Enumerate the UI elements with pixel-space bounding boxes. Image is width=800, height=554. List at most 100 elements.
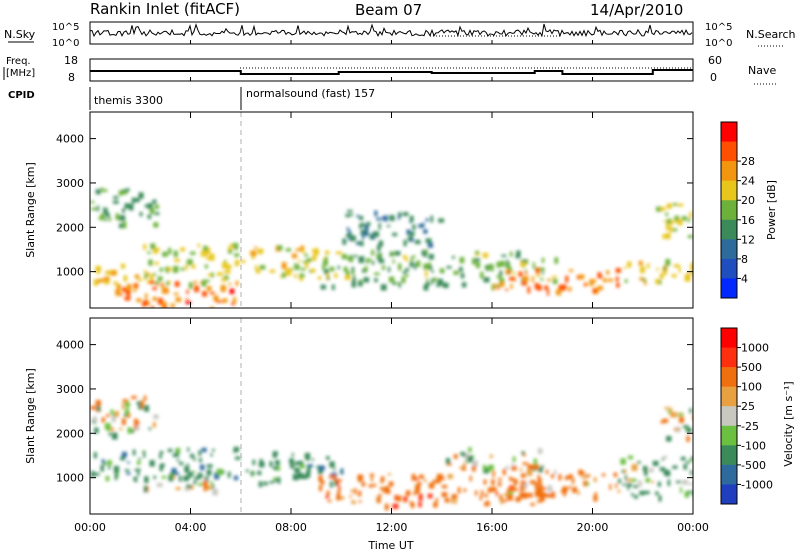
power-data-cell — [161, 282, 164, 285]
power-data-cell — [305, 261, 309, 269]
velocity-data-cell — [522, 482, 528, 488]
velocity-data-cell — [415, 487, 420, 494]
power-data-cell — [412, 255, 416, 258]
power-data-cell — [366, 221, 371, 226]
velocity-data-cell — [290, 461, 294, 469]
velocity-data-cell — [329, 461, 335, 468]
power-data-cell — [414, 263, 417, 270]
velocity-data-cell — [503, 493, 509, 497]
power-data-cell — [231, 301, 235, 306]
power-data-cell — [446, 266, 452, 269]
velocity-data-cell — [609, 484, 612, 490]
power-data-cell — [223, 275, 229, 280]
velocity-data-cell — [418, 501, 422, 508]
velocity-data-cell — [326, 456, 330, 460]
power-colorbar-tick: 4 — [741, 272, 748, 285]
velocity-data-cell — [95, 400, 101, 406]
velocity-data-cell — [457, 487, 461, 494]
velocity-data-cell — [370, 474, 373, 482]
power-ylabel: Slant Range [km] — [24, 162, 37, 258]
power-data-cell — [360, 240, 364, 247]
power-data-cell — [294, 264, 300, 270]
velocity-data-cell — [435, 498, 438, 503]
power-data-cell — [616, 282, 620, 288]
velocity-data-cell — [453, 454, 458, 459]
power-data-cell — [147, 280, 150, 284]
velocity-data-cell — [520, 485, 524, 492]
power-data-cell — [343, 266, 348, 272]
velocity-data-cell — [686, 436, 690, 442]
velocity-data-cell — [551, 474, 555, 479]
power-data-cell — [350, 256, 354, 263]
power-data-cell — [442, 282, 449, 288]
power-data-cell — [229, 244, 236, 248]
velocity-data-cell — [349, 495, 352, 498]
station-title: Rankin Inlet (fitACF) — [90, 0, 240, 18]
velocity-data-cell — [403, 496, 408, 503]
power-data-cell — [194, 285, 199, 293]
power-data-cell — [663, 220, 666, 223]
velocity-data-cell — [134, 476, 138, 483]
velocity-data-cell — [250, 471, 255, 475]
power-data-cell — [423, 229, 428, 234]
velocity-data-cell — [114, 411, 119, 417]
power-data-cell — [459, 257, 465, 264]
cpid-label: CPID — [8, 90, 35, 101]
power-data-cell — [607, 278, 614, 282]
velocity-data-cell — [272, 466, 278, 470]
time-tick-label: 20:00 — [577, 521, 609, 534]
power-data-cell — [461, 282, 467, 288]
velocity-data-cell — [185, 468, 188, 472]
velocity-data-cell — [159, 464, 163, 472]
velocity-colorbar-tick: 500 — [741, 361, 762, 374]
velocity-data-cell — [114, 473, 118, 480]
velocity-data-cell — [144, 405, 149, 412]
power-data-cell — [311, 249, 315, 252]
velocity-data-cell — [543, 493, 548, 497]
power-data-cell — [687, 235, 693, 239]
power-data-cell — [157, 298, 163, 305]
beam-title: Beam 07 — [355, 1, 422, 19]
power-data-cell — [378, 240, 383, 247]
power-data-cell — [149, 273, 154, 280]
velocity-data-cell — [483, 479, 487, 485]
velocity-data-cell — [125, 408, 129, 415]
velocity-data-cell — [235, 456, 241, 460]
velocity-data-cell — [430, 482, 434, 489]
power-data-cell — [311, 268, 316, 273]
velocity-data-cell — [277, 477, 281, 484]
velocity-data-cell — [613, 472, 618, 477]
power-data-cell — [125, 288, 131, 296]
power-data-cell — [323, 259, 328, 266]
power-data-cell — [398, 263, 402, 271]
power-data-cell — [144, 273, 148, 279]
velocity-colorbar-swatch — [721, 484, 737, 505]
power-data-cell — [202, 291, 207, 297]
velocity-data-cell — [668, 409, 671, 414]
power-data-cell — [354, 254, 358, 258]
velocity-data-cell — [197, 472, 203, 478]
cpid-segment-1: themis 3300 — [94, 94, 163, 107]
power-data-cell — [159, 267, 163, 272]
velocity-colorbar-swatch — [721, 347, 737, 368]
power-data-cell — [233, 243, 239, 250]
power-data-cell — [294, 273, 297, 279]
power-data-cell — [203, 245, 208, 252]
velocity-data-cell — [533, 464, 539, 469]
velocity-data-cell — [507, 488, 510, 493]
power-data-cell — [161, 301, 167, 307]
power-data-cell — [402, 271, 407, 275]
velocity-data-cell — [515, 496, 521, 502]
power-data-cell — [665, 212, 669, 216]
velocity-data-cell — [465, 456, 468, 462]
power-data-cell — [381, 216, 384, 221]
velocity-data-cell — [681, 479, 688, 485]
power-data-cell — [429, 265, 433, 270]
velocity-data-cell — [538, 467, 543, 473]
power-data-cell — [642, 278, 646, 282]
velocity-data-cell — [446, 463, 452, 466]
power-data-cell — [191, 264, 196, 269]
power-data-cell — [143, 270, 147, 273]
velocity-data-cell — [373, 483, 377, 487]
power-data-cell — [371, 249, 375, 256]
